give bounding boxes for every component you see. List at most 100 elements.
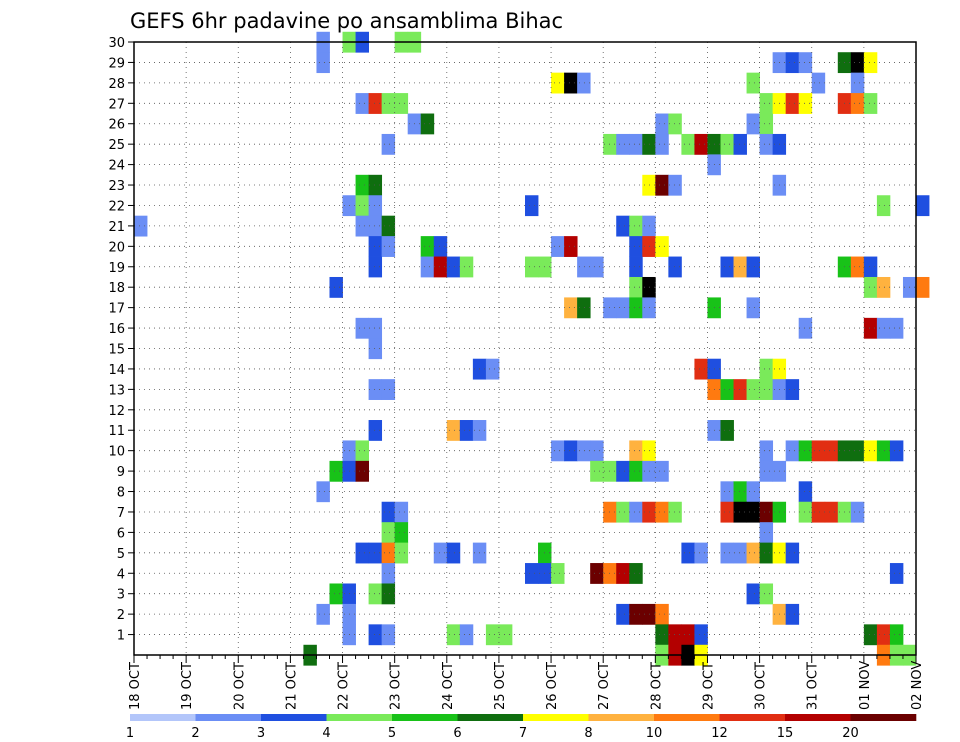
y-tick-label: 11: [108, 424, 125, 439]
colorbar-swatch: [588, 714, 655, 721]
x-tick-label: 23 OCT: [389, 662, 404, 710]
x-tick-label: 02 NOV: [910, 661, 925, 710]
heatmap-cell: [798, 52, 813, 74]
heatmap-cell: [616, 133, 630, 155]
heatmap-cell: [629, 236, 643, 257]
heatmap-cell: [459, 624, 474, 646]
heatmap-cell: [368, 215, 383, 237]
heatmap-cell: [798, 481, 813, 503]
y-tick-label: 24: [108, 159, 125, 174]
colorbar-label: 4: [322, 726, 330, 741]
heatmap-cell: [355, 195, 369, 217]
heatmap-cell: [811, 440, 826, 462]
y-tick-label: 30: [108, 36, 125, 51]
heatmap-cell: [629, 276, 643, 298]
heatmap-cell: [681, 624, 695, 646]
heatmap-cell: [850, 501, 865, 523]
heatmap-cell: [889, 440, 904, 462]
colorbar-swatch: [457, 714, 524, 721]
colorbar-swatch: [850, 714, 917, 721]
y-tick-label: 18: [108, 281, 125, 296]
x-tick-label: 31 OCT: [806, 662, 821, 710]
y-tick-label: 28: [108, 77, 125, 92]
heatmap-cell: [798, 317, 813, 339]
heatmap-cell: [720, 481, 734, 503]
heatmap-cell: [368, 236, 383, 257]
heatmap-cell: [368, 195, 383, 217]
heatmap-cell: [394, 542, 409, 564]
y-tick-label: 23: [108, 179, 125, 194]
heatmap-cell: [485, 624, 500, 646]
x-tick-label: 28 OCT: [649, 662, 664, 710]
heatmap-cell: [694, 624, 708, 646]
heatmap-cell: [381, 522, 396, 544]
heatmap-cell: [720, 501, 734, 523]
heatmap-cell: [785, 52, 800, 74]
y-tick-label: 27: [108, 97, 125, 112]
heatmap-cell: [850, 440, 865, 462]
heatmap-cell: [355, 215, 369, 237]
heatmap-cell: [355, 317, 369, 339]
y-tick-label: 29: [108, 56, 125, 71]
heatmap-cell: [785, 542, 800, 564]
y-tick-label: 26: [108, 118, 125, 133]
heatmap-cell: [746, 583, 760, 605]
heatmap-cell: [668, 501, 682, 523]
heatmap-cell: [850, 52, 865, 74]
heatmap-cell: [785, 379, 800, 400]
heatmap-cell: [759, 440, 774, 462]
y-tick-label: 13: [108, 383, 125, 398]
heatmap-cell: [446, 420, 461, 441]
heatmap-cell: [381, 215, 396, 237]
heatmap-cell: [629, 501, 643, 523]
heatmap-cell: [381, 379, 396, 400]
heatmap-cell: [694, 133, 708, 155]
colorbar-swatch: [326, 714, 393, 721]
heatmap-cell: [381, 563, 396, 584]
heatmap-cell: [420, 236, 435, 257]
heatmap-cell: [368, 583, 383, 605]
colorbar-swatch: [523, 714, 589, 721]
heatmap-cell: [876, 624, 891, 646]
heatmap-cell: [785, 93, 800, 114]
heatmap-cell: [368, 542, 383, 564]
colorbar-label: 15: [777, 726, 794, 741]
colorbar-label: 3: [257, 726, 265, 741]
y-tick-label: 2: [117, 608, 125, 623]
heatmap-cell: [590, 440, 604, 462]
x-tick-label: 01 NOV: [858, 661, 873, 710]
heatmap-cell: [381, 236, 396, 257]
colorbar-swatch: [261, 714, 327, 721]
heatmap-cell: [433, 256, 448, 278]
heatmap-cell: [485, 358, 500, 380]
colorbar-swatch: [130, 714, 196, 721]
heatmap-cell: [368, 256, 383, 278]
colorbar-label: 12: [711, 726, 728, 741]
heatmap-cell: [459, 420, 474, 441]
heatmap-cell: [681, 133, 695, 155]
y-tick-label: 1: [117, 629, 125, 644]
heatmap-cell: [811, 501, 826, 523]
colorbar-label: 8: [584, 726, 592, 741]
heatmap-cell: [564, 236, 578, 257]
y-tick-label: 14: [108, 363, 125, 378]
heatmap-cell: [394, 522, 409, 544]
heatmap-cell: [889, 317, 904, 339]
heatmap-cell: [863, 624, 878, 646]
x-tick-label: 21 OCT: [284, 662, 299, 710]
heatmap-cell: [759, 460, 774, 482]
heatmap-cell: [759, 358, 774, 380]
heatmap-cell: [134, 215, 148, 237]
heatmap-cell: [577, 72, 591, 94]
heatmap-cell: [590, 256, 604, 278]
heatmap-cell: [564, 297, 578, 319]
heatmap-cell: [316, 52, 330, 74]
heatmap-cell: [876, 276, 891, 298]
heatmap-cell: [381, 583, 396, 605]
colorbar-label: 7: [519, 726, 527, 741]
heatmap-cell: [824, 440, 839, 462]
y-tick-label: 7: [117, 506, 125, 521]
heatmap-cell: [720, 133, 734, 155]
heatmap-cell: [655, 603, 669, 625]
